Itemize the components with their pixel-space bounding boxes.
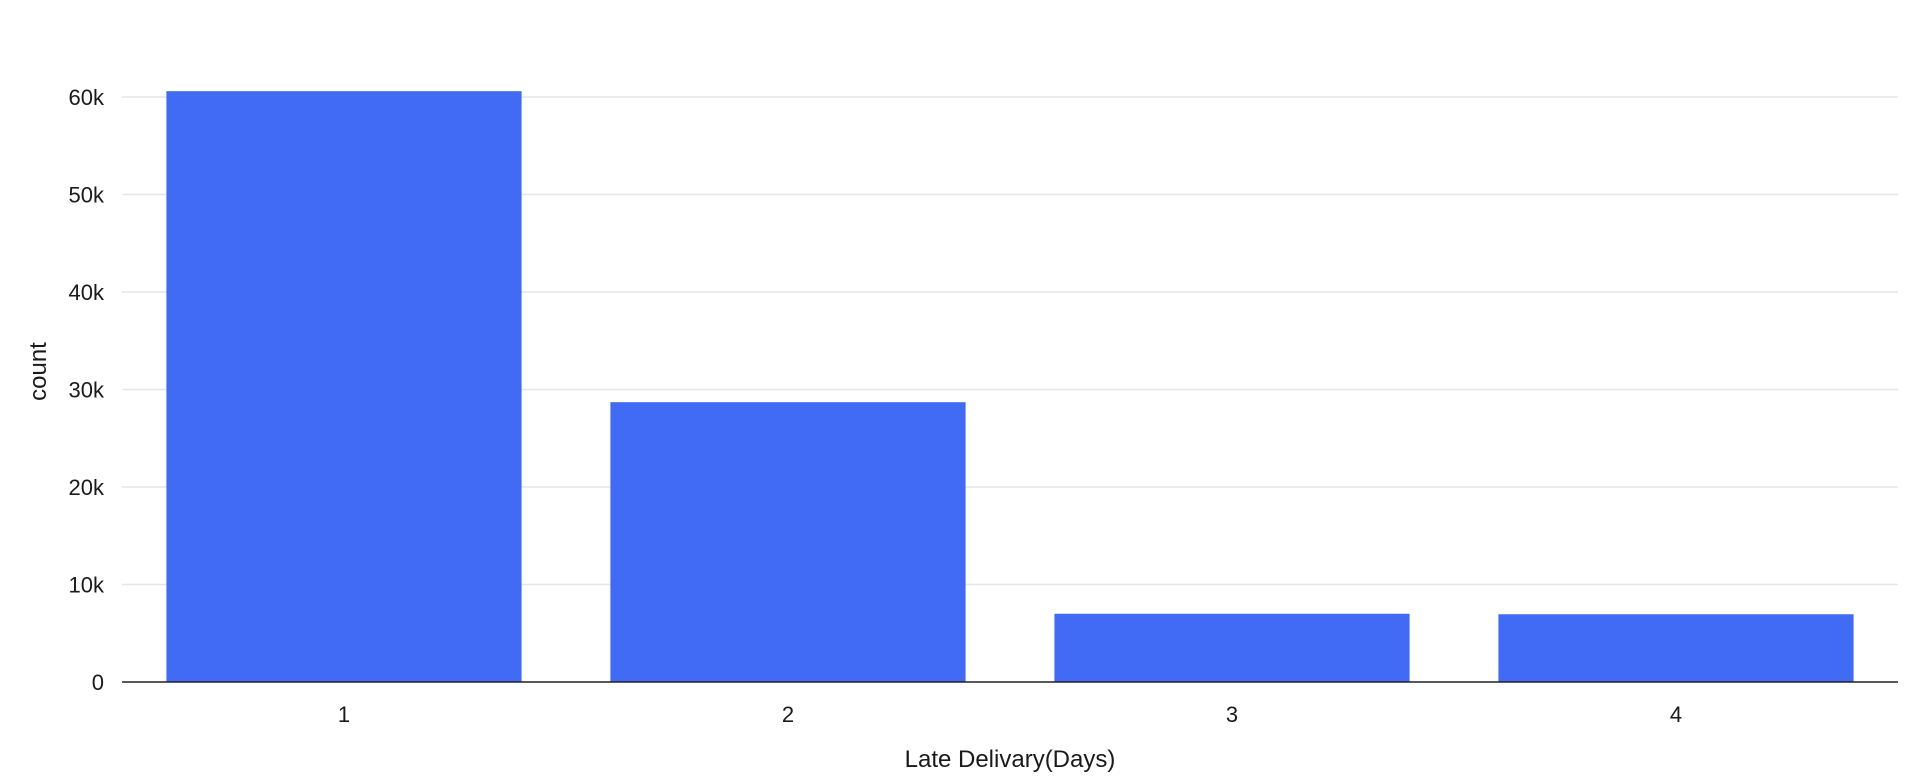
y-tick-label: 30k xyxy=(69,378,105,403)
y-tick-labels: 0 10k 20k 30k 40k 50k 60k xyxy=(69,85,105,695)
bar xyxy=(1054,613,1410,682)
x-tick-label: 3 xyxy=(1226,702,1238,727)
x-tick-label: 4 xyxy=(1670,702,1682,727)
x-axis-title: Late Delivary(Days) xyxy=(905,746,1116,773)
bar xyxy=(166,91,522,682)
bar xyxy=(610,402,966,682)
x-tick-label: 2 xyxy=(782,702,794,727)
y-tick-label: 60k xyxy=(69,85,105,110)
y-tick-label: 20k xyxy=(69,475,105,500)
y-axis-title: count xyxy=(25,342,52,401)
bars xyxy=(166,91,1854,682)
y-tick-label: 40k xyxy=(69,280,105,305)
bar xyxy=(1498,614,1854,682)
y-tick-label: 0 xyxy=(92,670,104,695)
y-tick-label: 50k xyxy=(69,183,105,208)
x-tick-label: 1 xyxy=(338,702,350,727)
x-tick-labels: 1 2 3 4 xyxy=(338,702,1682,727)
y-tick-label: 10k xyxy=(69,573,105,598)
